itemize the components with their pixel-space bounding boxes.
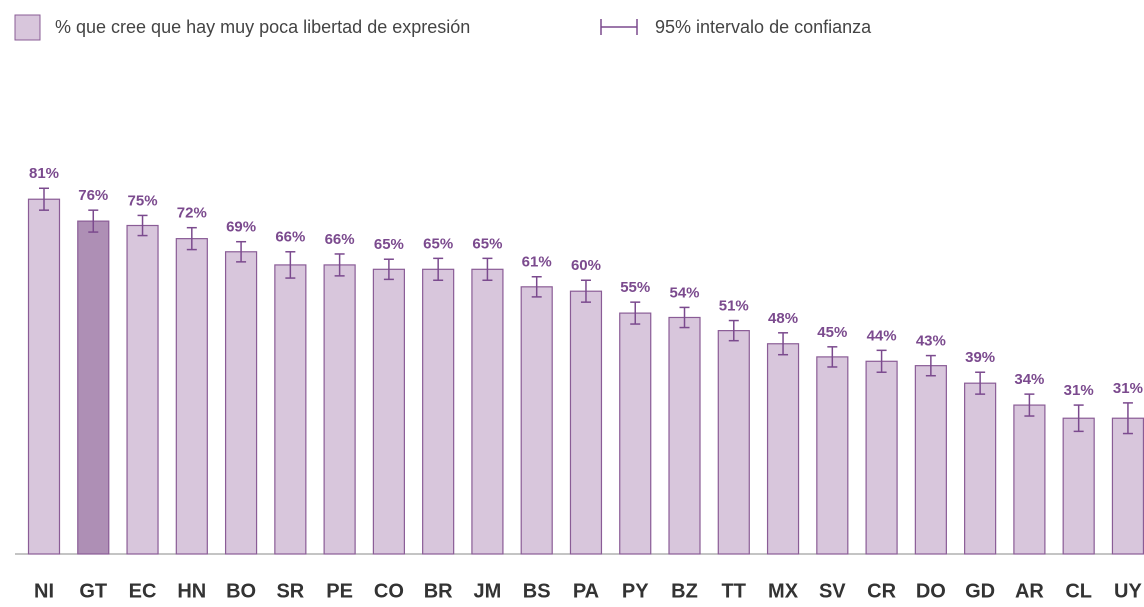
x-tick-label: UY (1114, 580, 1142, 602)
x-tick-label: GD (965, 580, 995, 602)
x-tick-label: PE (326, 580, 353, 602)
error-bar (482, 257, 493, 281)
error-bar (531, 275, 542, 298)
value-label: 75% (128, 192, 158, 209)
value-label: 69% (226, 219, 256, 236)
x-tick-label: SV (819, 580, 846, 602)
legend-error-icon (600, 19, 638, 35)
bar (323, 264, 356, 555)
legend-label: % que cree que hay muy poca libertad de … (55, 17, 470, 37)
bar (914, 365, 947, 555)
error-bar (137, 214, 148, 237)
value-label: 43% (916, 333, 946, 350)
x-tick-label: NI (34, 580, 54, 602)
error-bar (186, 226, 197, 251)
bar (274, 264, 307, 555)
error-bar (1024, 393, 1035, 417)
x-tick-label: SR (276, 580, 304, 602)
error-bar (827, 346, 838, 368)
error-bar (679, 306, 690, 329)
error-bar (433, 257, 444, 281)
error-bar (334, 253, 345, 277)
bar (569, 290, 603, 555)
value-label: 31% (1064, 382, 1094, 399)
x-tick-label: CR (867, 580, 896, 602)
error-bar (285, 251, 296, 279)
bar (865, 360, 898, 555)
bar (619, 312, 652, 555)
value-label: 44% (867, 327, 897, 344)
value-label: 81% (29, 165, 59, 182)
error-bar (580, 279, 591, 303)
value-label: 45% (817, 324, 847, 341)
value-label: 72% (177, 205, 207, 222)
error-bar (236, 240, 247, 263)
value-label: 51% (719, 298, 749, 315)
bar (717, 330, 750, 555)
x-tick-label: EC (129, 580, 157, 602)
bar (520, 286, 553, 555)
error-bar (876, 349, 887, 373)
value-label: 65% (472, 235, 502, 252)
x-tick-label: TT (722, 580, 746, 602)
value-label: 48% (768, 310, 798, 327)
bar (372, 268, 405, 555)
bar (668, 316, 701, 555)
value-label: 76% (78, 187, 108, 204)
bar (1013, 404, 1046, 555)
x-tick-label: GT (79, 580, 107, 602)
bar (27, 198, 61, 555)
value-label: 31% (1113, 380, 1143, 397)
legend-label: 95% intervalo de confianza (655, 17, 872, 37)
value-label: 60% (571, 257, 601, 274)
x-tick-label: PA (573, 580, 599, 602)
error-bar (778, 332, 789, 356)
x-tick-label: BR (424, 580, 453, 602)
value-label: 66% (325, 231, 355, 248)
value-label: 61% (522, 254, 552, 271)
value-label: 65% (423, 235, 453, 252)
x-tick-label: BS (523, 580, 551, 602)
bar (1111, 417, 1144, 555)
x-tick-label: PY (622, 580, 649, 602)
error-bar (975, 371, 986, 395)
error-bar (383, 258, 394, 281)
bar (126, 224, 159, 555)
value-label: 39% (965, 349, 995, 366)
bar (816, 356, 849, 555)
value-label: 55% (620, 279, 650, 296)
error-bar (88, 209, 99, 233)
error-bar (1122, 402, 1133, 435)
value-label: 54% (669, 284, 699, 301)
x-tick-label: JM (474, 580, 502, 602)
bar (77, 220, 110, 555)
bar (766, 343, 800, 555)
x-tick-label: AR (1015, 580, 1044, 602)
value-label: 66% (275, 229, 305, 246)
x-tick-label: MX (768, 580, 799, 602)
x-tick-label: HN (177, 580, 206, 602)
bar (1062, 417, 1095, 555)
bar (224, 251, 258, 555)
bar (471, 268, 504, 555)
error-bar (630, 301, 641, 325)
bar (422, 268, 455, 555)
x-tick-label: CL (1065, 580, 1092, 602)
value-label: 34% (1014, 371, 1044, 388)
legend-swatch (14, 14, 41, 41)
x-tick-label: BO (226, 580, 256, 602)
error-bar (1073, 404, 1084, 433)
error-bar (925, 354, 936, 377)
x-tick-label: CO (374, 580, 404, 602)
x-tick-label: DO (916, 580, 946, 602)
x-tick-label: BZ (671, 580, 698, 602)
bar (175, 238, 208, 555)
value-label: 65% (374, 236, 404, 253)
error-bar (728, 319, 739, 342)
error-bar (39, 187, 49, 211)
bar (964, 382, 997, 555)
